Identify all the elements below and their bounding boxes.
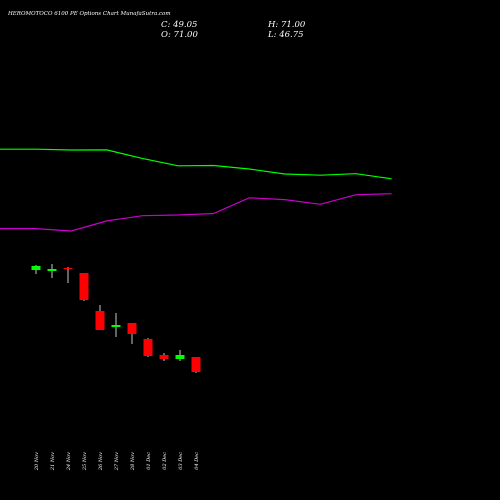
candle-body-up bbox=[47, 269, 57, 271]
chart-title: HEROMOTOCO 6100 PE Options Chart MunafaS… bbox=[7, 11, 171, 17]
candle-body-up bbox=[175, 355, 185, 359]
candle-body-down bbox=[191, 357, 201, 372]
indicator-line-2 bbox=[0, 193, 392, 232]
x-axis-ticks: 20 Nov 21 Nov 24 Nov 25 Nov 26 Nov 27 Nov 28 N… bbox=[34, 452, 200, 471]
candle-body-down bbox=[79, 273, 89, 300]
candle bbox=[127, 323, 137, 344]
x-tick-label: 04 Dec bbox=[194, 452, 200, 470]
x-tick-label: 21 Nov bbox=[50, 452, 56, 471]
indicator-lines bbox=[0, 148, 392, 232]
x-tick-label: 20 Nov bbox=[34, 452, 40, 471]
candle-body-down bbox=[95, 311, 105, 330]
candle bbox=[31, 265, 41, 274]
open-value: O: 71.00 bbox=[161, 30, 198, 40]
candle-body-down bbox=[127, 323, 137, 334]
candle bbox=[79, 273, 89, 301]
candle bbox=[143, 338, 153, 357]
candle-body-up bbox=[111, 325, 121, 327]
candle bbox=[191, 357, 201, 373]
candle-body-down bbox=[159, 355, 169, 359]
x-tick-label: 02 Dec bbox=[162, 452, 168, 470]
candle bbox=[159, 353, 169, 361]
candle bbox=[111, 313, 121, 337]
x-tick-label: 24 Nov bbox=[66, 452, 72, 471]
x-tick-label: 28 Nov bbox=[130, 452, 136, 471]
low-value: L: 46.75 bbox=[267, 30, 304, 40]
x-tick-label: 26 Nov bbox=[98, 452, 104, 471]
x-tick-label: 25 Nov bbox=[82, 452, 88, 471]
candle bbox=[63, 267, 73, 283]
candle bbox=[175, 350, 185, 361]
x-tick-label: 01 Dec bbox=[146, 452, 152, 470]
indicator-line-1 bbox=[0, 148, 392, 180]
candlesticks bbox=[31, 264, 201, 373]
candle-body-down bbox=[63, 268, 73, 269]
close-value: C: 49.05 bbox=[161, 20, 197, 30]
candle-body-up bbox=[31, 266, 41, 270]
high-value: H: 71.00 bbox=[267, 20, 306, 30]
x-tick-label: 03 Dec bbox=[178, 452, 184, 470]
x-tick-label: 27 Nov bbox=[114, 452, 120, 471]
candle bbox=[47, 264, 57, 278]
candle bbox=[95, 305, 105, 330]
candle-body-down bbox=[143, 339, 153, 356]
